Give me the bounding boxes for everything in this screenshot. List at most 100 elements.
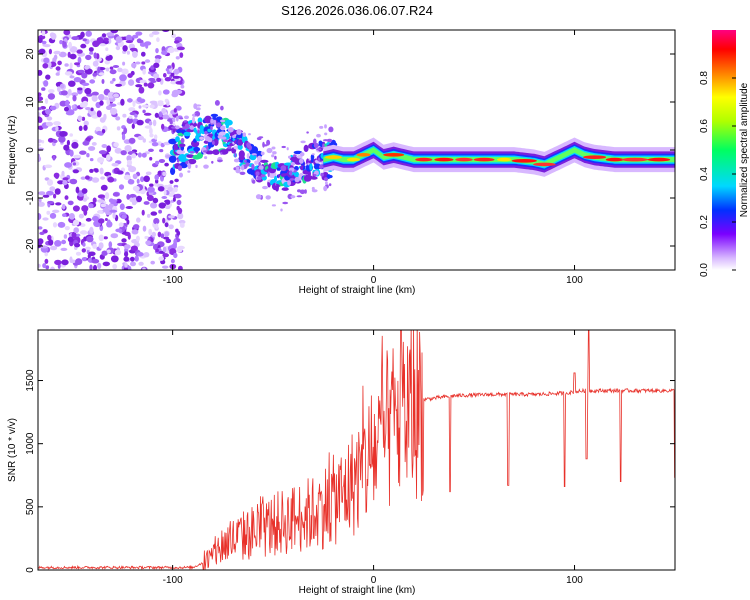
noise-blob [38,117,43,123]
noise-blob [115,45,121,51]
noise-blob [108,241,113,249]
noise-blob [140,176,145,183]
band-hotspot [473,157,495,162]
noise-blob [141,209,145,216]
noise-blob [149,183,154,187]
noise-blob [80,31,85,38]
noise-blob [114,147,122,154]
ridge-blob [176,129,183,134]
noise-blob [64,106,69,112]
ridge-halo-blob [328,183,332,187]
ridge-halo-blob [213,119,217,126]
ridge-halo-blob [324,124,327,129]
ridge-halo-blob [319,125,324,129]
noise-blob [143,112,152,116]
band-hotspot [415,157,433,162]
noise-blob [47,93,56,100]
noise-blob [104,59,111,65]
noise-blob [178,265,183,270]
noise-blob [121,68,129,75]
noise-blob [45,265,50,270]
ridge-halo-blob [307,162,310,166]
noise-blob [79,150,87,155]
noise-blob [88,47,94,52]
ridge-halo-blob [179,172,183,178]
noise-blob [91,114,99,119]
noise-blob [156,77,162,82]
ridge-halo-blob [319,164,324,169]
noise-blob [173,68,180,75]
noise-blob [149,133,154,138]
noise-blob [164,222,169,228]
noise-blob [149,156,153,161]
noise-blob [115,36,123,44]
noise-blob [139,79,147,84]
noise-blob [120,98,125,106]
noise-blob [67,88,72,96]
noise-blob [101,129,106,134]
noise-blob [124,145,132,152]
noise-blob [98,150,107,155]
ridge-blob [327,174,333,179]
ridge-halo-blob [220,125,226,131]
noise-blob [46,190,54,196]
noise-blob [124,251,129,257]
noise-blob [116,126,121,131]
noise-blob [88,251,96,257]
noise-blob [57,180,65,185]
noise-blob [123,256,130,262]
noise-blob [108,198,114,203]
noise-blob [145,240,152,246]
noise-blob [127,73,133,78]
noise-blob [38,191,46,196]
noise-blob [126,159,133,166]
noise-blob [44,251,48,257]
noise-blob [154,55,162,60]
noise-blob [142,104,149,108]
noise-blob [44,164,53,169]
ridge-blob [175,136,180,143]
noise-blob [82,38,87,42]
noise-blob [110,30,119,34]
noise-blob [142,225,147,232]
noise-blob [126,50,130,55]
ridge-halo-blob [280,208,283,212]
noise-blob [142,138,146,143]
noise-blob [78,69,85,74]
noise-blob [123,267,128,270]
noise-blob [85,137,92,142]
y-tick-label: -20 [25,238,36,253]
noise-blob [85,246,91,251]
noise-blob [122,45,128,52]
noise-blob [78,125,83,131]
noise-blob [124,262,128,268]
ridge-halo-blob [289,178,295,181]
noise-blob [60,247,68,251]
noise-blob [121,214,127,220]
noise-blob [98,72,105,76]
noise-blob [106,32,114,37]
ridge-halo-blob [298,158,304,164]
noise-blob [156,37,160,43]
noise-blob [136,217,141,223]
noise-blob [69,133,73,137]
noise-blob [38,112,41,117]
noise-blob [155,223,159,230]
noise-blob [45,121,54,127]
noise-blob [97,218,105,224]
ridge-halo-blob [175,115,179,122]
noise-blob [55,202,62,206]
colorbar-label: Normalized spectral amplitude [739,82,750,217]
noise-blob [95,126,101,132]
noise-blob [65,99,70,107]
noise-blob [162,265,169,269]
ridge-blob [276,167,281,171]
noise-blob [49,186,56,192]
noise-blob [143,252,150,258]
noise-blob [76,49,83,54]
ridge-halo-blob [325,181,328,185]
noise-blob [54,259,62,265]
noise-blob [109,80,114,84]
noise-blob [132,173,138,180]
